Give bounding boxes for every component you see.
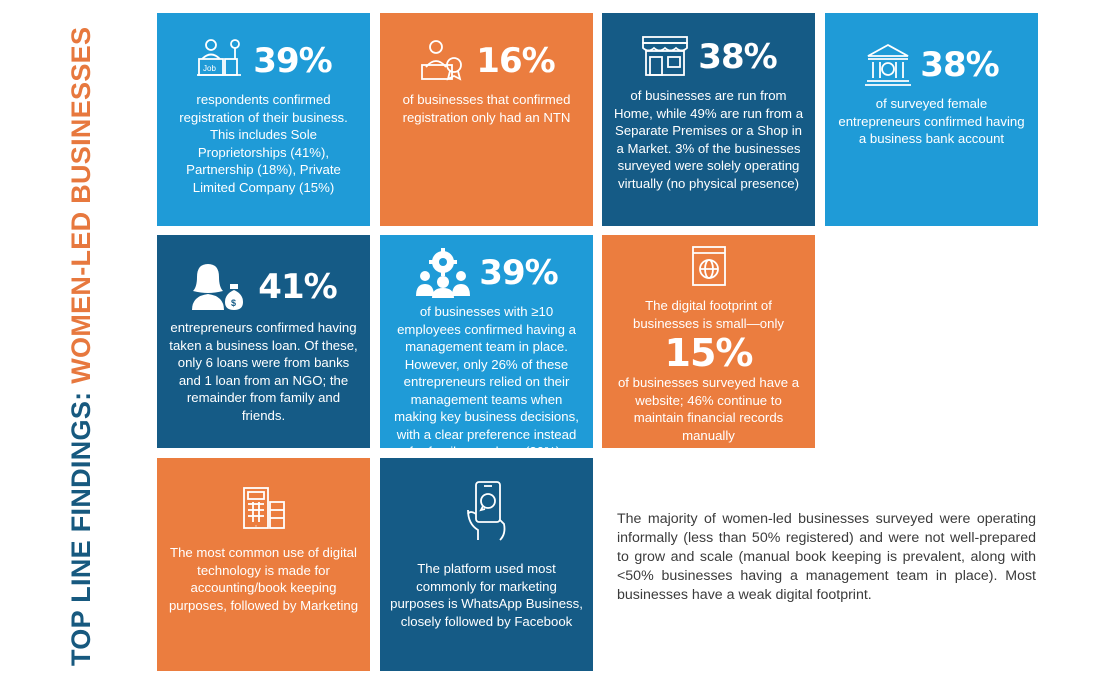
web-document-icon — [691, 246, 726, 286]
whatsapp-phone-icon — [466, 481, 505, 541]
loan-text: entrepreneurs confirmed having taken a b… — [169, 320, 358, 423]
side-title-prefix: TOP LINE FINDINGS: — [66, 383, 96, 666]
job-seeker-icon: Job — [197, 39, 242, 76]
bank-icon — [865, 43, 912, 86]
side-title: TOP LINE FINDINGS: WOMEN-LED BUSINESSES — [66, 27, 97, 666]
bank-account-text: of surveyed female entrepreneurs confirm… — [838, 96, 1025, 146]
team-gear-icon — [416, 248, 471, 298]
digital-footprint-text: of businesses surveyed have a website; 4… — [617, 375, 800, 443]
registration-text: respondents confirmed registration of th… — [179, 92, 348, 195]
premises-text: of businesses are run from Home, while 4… — [613, 88, 804, 191]
svg-text:$: $ — [231, 298, 236, 308]
woman-money-bag-icon: $ — [192, 264, 244, 310]
marketing-platform-text: The platform used most commonly for mark… — [390, 561, 583, 629]
management-text: of businesses with ≥10 employees confirm… — [394, 304, 579, 448]
digital-footprint-top-text: The digital footprint of businesses is s… — [633, 298, 784, 331]
tile-loan: $ 41% entrepreneurs confirmed having tak… — [157, 235, 370, 448]
management-percent: 39% — [479, 253, 558, 293]
accounting-calculator-icon — [242, 487, 285, 529]
premises-percent: 38% — [698, 37, 777, 77]
svg-text:Job: Job — [203, 64, 216, 73]
shop-icon — [642, 36, 689, 76]
ntn-text: of businesses that confirmed registratio… — [402, 92, 571, 125]
side-title-highlight: WOMEN-LED BUSINESSES — [66, 26, 96, 384]
tile-registration: Job 39% respondents confirmed registrati… — [157, 13, 370, 226]
summary-paragraph: The majority of women-led businesses sur… — [617, 511, 1036, 603]
tile-premises: 38% of businesses are run from Home, whi… — [602, 13, 815, 226]
tile-marketing-platform: The platform used most commonly for mark… — [380, 458, 593, 671]
tile-digital-use: The most common use of digital technolog… — [157, 458, 370, 671]
digital-use-text: The most common use of digital technolog… — [168, 545, 359, 613]
registration-percent: 39% — [253, 41, 332, 81]
tile-bank-account: 38% of surveyed female entrepreneurs con… — [825, 13, 1038, 226]
ntn-percent: 16% — [476, 41, 555, 81]
loan-percent: 41% — [258, 267, 337, 307]
certificate-user-icon — [421, 40, 463, 81]
tile-ntn: 16% of businesses that confirmed registr… — [380, 13, 593, 226]
tile-digital-footprint: The digital footprint of businesses is s… — [602, 235, 815, 448]
tile-management: 39% of businesses with ≥10 employees con… — [380, 235, 593, 448]
bank-account-percent: 38% — [920, 45, 999, 85]
digital-footprint-percent: 15% — [664, 331, 754, 375]
